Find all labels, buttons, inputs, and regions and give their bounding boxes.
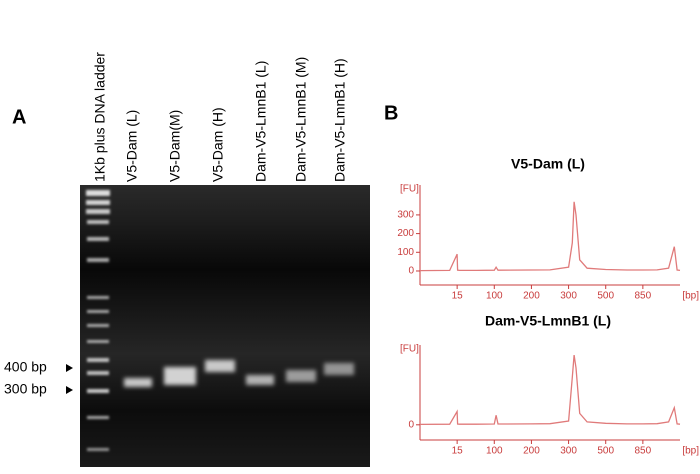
lane-label: V5-Dam (L) [124,110,140,182]
chart-title: V5-Dam (L) [511,156,585,172]
lane-labels: 1Kb plus DNA ladder V5-Dam (L) V5-Dam(M)… [92,52,348,182]
lane-label: Dam-V5-LmnB1 (L) [253,61,269,182]
gel [80,185,370,467]
y-axis-label: [FU] [400,184,419,195]
x-tick-label: 850 [635,291,652,302]
x-tick-label: 850 [635,446,652,457]
marker-arrow [66,386,73,394]
y-tick-label: 0 [408,266,414,277]
marker-label: 300 bp [4,381,47,397]
trace [419,355,681,426]
y-tick-label: 0 [408,419,414,430]
lane-label: 1Kb plus DNA ladder [92,52,108,182]
chart-title: Dam-V5-LmnB1 (L) [485,313,611,329]
y-axis-label: [FU] [400,344,419,355]
marker-label: 400 bp [4,359,47,375]
y-tick-label: 300 [397,210,414,221]
panel-label: A [12,106,26,128]
lane-label: V5-Dam (H) [210,107,226,182]
x-tick-label: 300 [560,446,577,457]
x-tick-label: 500 [597,291,614,302]
trace [419,201,681,272]
x-axis-label: [bp] [682,446,699,457]
x-tick-label: 15 [452,291,464,302]
x-tick-label: 500 [597,446,614,457]
y-tick-label: 200 [397,228,414,239]
panel-label: B [384,102,398,124]
x-tick-label: 200 [523,446,540,457]
lane-label: V5-Dam(M) [167,110,183,182]
lane-label: Dam-V5-LmnB1 (H) [332,58,348,182]
x-tick-label: 100 [486,446,503,457]
x-tick-label: 200 [523,291,540,302]
lane-label: Dam-V5-LmnB1 (M) [293,57,309,182]
x-tick-label: 100 [486,291,503,302]
x-tick-label: 300 [560,291,577,302]
marker-arrow [66,364,73,372]
x-axis-label: [bp] [682,291,699,302]
y-tick-label: 100 [397,247,414,258]
x-tick-label: 15 [452,446,464,457]
